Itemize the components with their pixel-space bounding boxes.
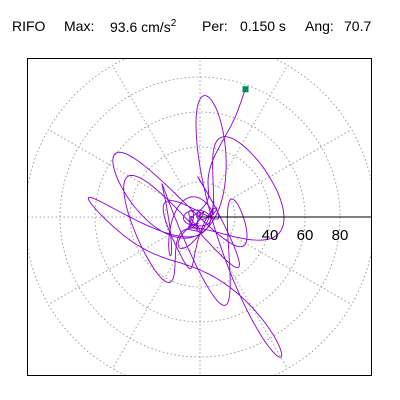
grid-spoke-30: [230, 129, 352, 200]
tick-label-60: 60: [297, 227, 314, 244]
max-value-group: 93.6 cm/s2: [110, 18, 176, 35]
max-unit: cm/s: [141, 19, 171, 35]
max-label: Max:: [64, 18, 95, 34]
tick-label-80: 80: [332, 227, 349, 244]
motion-trace: [87, 89, 285, 358]
ang-label: Ang:: [305, 18, 334, 34]
grid-spoke-300: [217, 247, 288, 369]
grid-spoke-120: [112, 65, 183, 187]
max-unit-exponent: 2: [170, 18, 177, 29]
grid-spoke-60: [217, 65, 288, 187]
end-marker: [242, 86, 249, 93]
polar-chart: 40 60 80: [28, 59, 371, 375]
chart-header: RIFO Max: 93.6 cm/s2 Per: 0.150 s Ang: 7…: [0, 14, 400, 44]
grid-spoke-330: [230, 234, 352, 305]
tick-label-40: 40: [262, 227, 279, 244]
grid-spoke-210: [48, 234, 170, 305]
station-name: RIFO: [12, 18, 46, 34]
plot-area: 40 60 80: [27, 58, 372, 376]
grid-spoke-150: [48, 129, 170, 200]
per-label: Per:: [202, 18, 228, 34]
max-value: 93.6: [110, 19, 138, 35]
ang-value: 70.7: [344, 18, 372, 34]
per-value: 0.150 s: [240, 18, 286, 34]
grid-spoke-240: [112, 247, 183, 369]
